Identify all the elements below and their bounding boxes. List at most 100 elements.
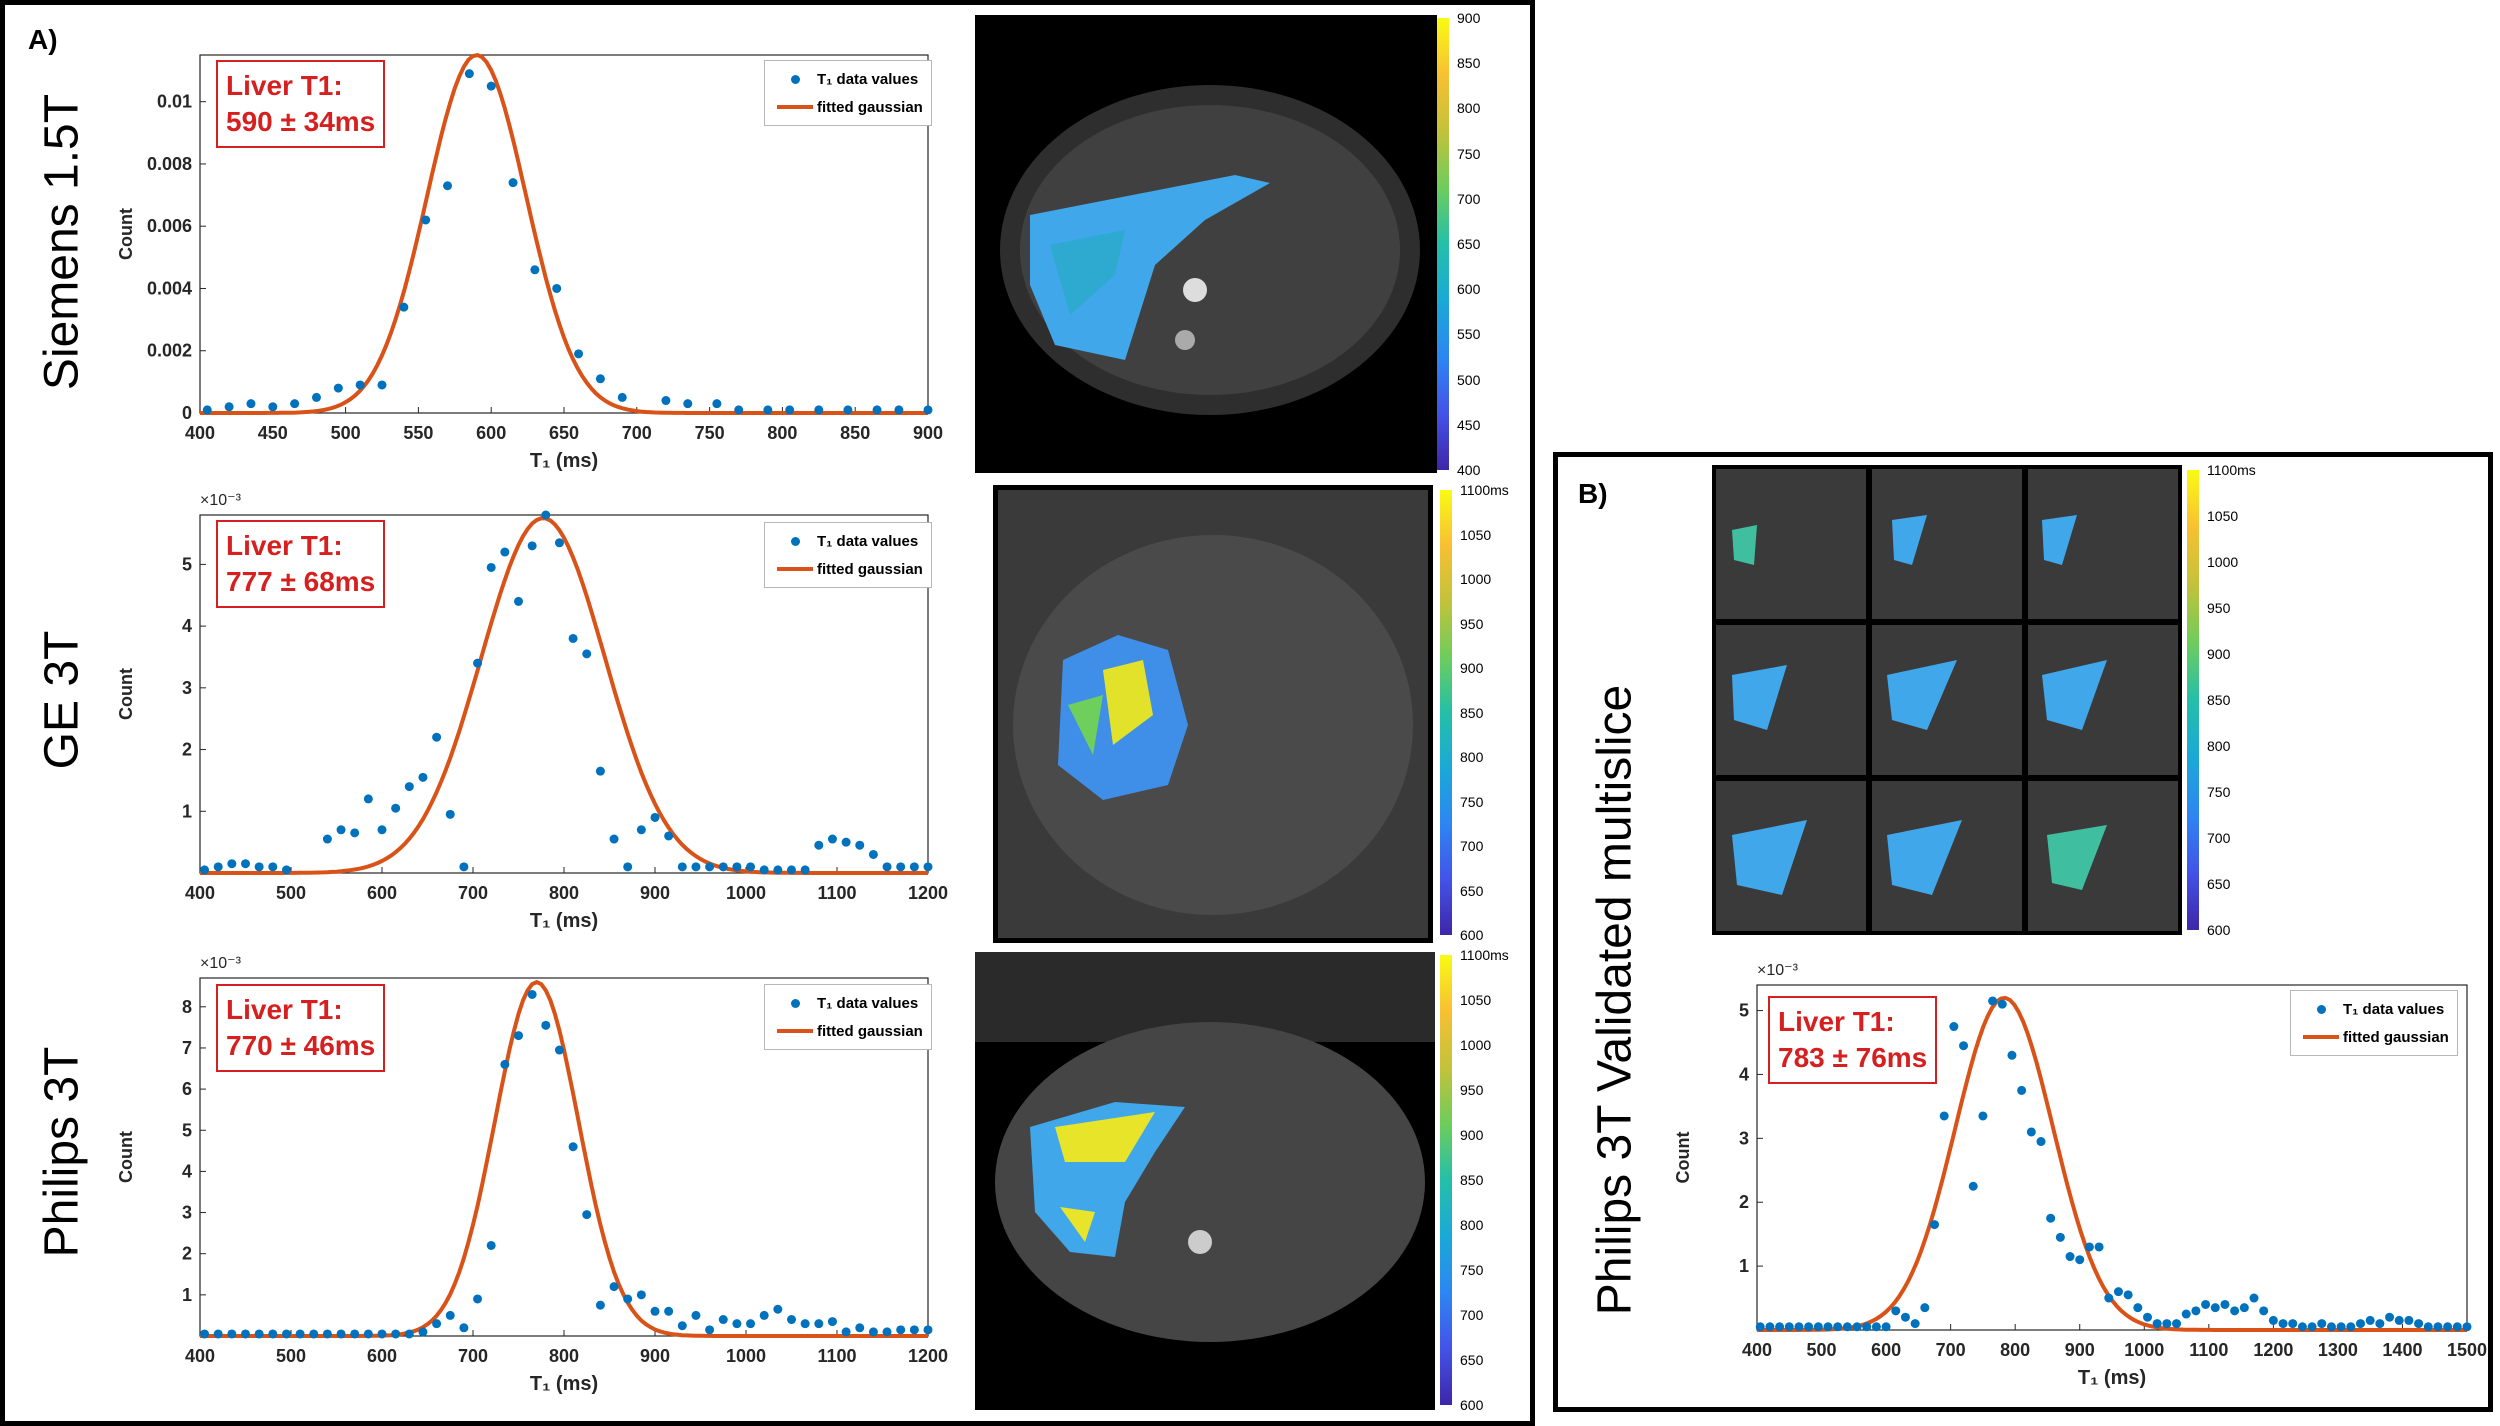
data-point — [763, 405, 773, 415]
data-point — [661, 396, 671, 406]
data-point — [1871, 1322, 1881, 1332]
data-point — [636, 1290, 646, 1300]
data-point — [2249, 1293, 2259, 1303]
x-tick-label: 650 — [549, 423, 579, 443]
data-point — [746, 862, 756, 872]
data-point — [202, 405, 212, 415]
data-point — [2356, 1319, 2365, 1329]
data-point — [377, 825, 387, 835]
mri-grid-multislice — [1712, 465, 2182, 935]
colorbar-tick-label: 900 — [1460, 660, 1484, 676]
y-tick-label: 0 — [182, 403, 192, 423]
legend-dot — [2316, 1004, 2326, 1014]
data-point — [2007, 1050, 2017, 1060]
colorbar-tick-label: 500 — [1457, 371, 1481, 388]
colorbar-tick-label: 1000 — [1460, 571, 1492, 587]
x-tick-label: 450 — [258, 423, 288, 443]
mri-image-siemens — [975, 15, 1437, 473]
data-point — [1765, 1322, 1775, 1332]
x-axis-label: T₁ (ms) — [530, 1373, 598, 1395]
data-point — [363, 1329, 373, 1339]
data-point — [691, 862, 701, 872]
y-exponent-label: ×10⁻³ — [200, 492, 242, 509]
data-point — [800, 1319, 810, 1329]
x-tick-label: 850 — [840, 423, 870, 443]
colorbar-tick-label: 950 — [2207, 600, 2231, 616]
data-point — [734, 405, 744, 415]
data-point — [872, 405, 882, 415]
colorbar-tick-label: 700 — [1460, 1307, 1484, 1323]
colorbar-gradient — [1440, 490, 1452, 935]
annotation-title: Liver T1: — [1778, 1006, 1895, 1037]
data-point — [773, 865, 783, 875]
data-point — [377, 380, 387, 390]
annotation-title: Liver T1: — [226, 994, 343, 1025]
data-point — [443, 181, 453, 191]
data-point — [677, 1321, 687, 1331]
data-point — [268, 402, 278, 412]
data-point — [896, 862, 906, 872]
x-tick-label: 800 — [767, 423, 797, 443]
legend-entry-data: T₁ data values — [817, 70, 919, 88]
mri-image-ge — [993, 485, 1433, 943]
data-point — [530, 265, 540, 275]
y-tick-label: 5 — [1739, 1001, 1749, 1021]
data-point — [336, 1329, 346, 1339]
colorbar-tick-label: 600 — [2207, 922, 2231, 938]
data-point — [224, 402, 234, 412]
data-point — [227, 859, 237, 869]
y-tick-label: 3 — [1739, 1128, 1749, 1148]
data-point — [290, 399, 300, 409]
data-point — [1862, 1322, 1872, 1332]
data-point — [882, 862, 892, 872]
data-point — [855, 1323, 865, 1333]
data-point — [486, 1240, 496, 1250]
colorbar-tick-label: 800 — [1457, 100, 1481, 117]
data-point — [432, 732, 442, 742]
data-point — [691, 1310, 701, 1320]
panel-b-frame — [1553, 452, 2493, 1412]
y-tick-label: 3 — [182, 1203, 192, 1223]
x-tick-label: 600 — [367, 1346, 397, 1366]
colorbar-tick-label: 950 — [1460, 1082, 1484, 1098]
data-point — [2394, 1315, 2404, 1325]
data-point — [1842, 1322, 1852, 1332]
data-point — [421, 215, 431, 225]
data-point — [746, 1319, 756, 1329]
data-point — [841, 1327, 851, 1337]
data-point — [705, 1325, 715, 1335]
data-point — [2133, 1303, 2143, 1313]
colorbar-tick-label: 700 — [2207, 830, 2231, 846]
legend-line — [2303, 1035, 2339, 1039]
data-point — [1920, 1303, 1930, 1313]
x-tick-label: 1000 — [726, 1346, 766, 1366]
x-tick-label: 1400 — [2382, 1340, 2422, 1360]
data-point — [241, 1329, 250, 1339]
data-point — [2113, 1287, 2123, 1297]
data-point — [213, 1329, 223, 1339]
data-point — [896, 1325, 906, 1335]
data-point — [514, 596, 523, 606]
colorbar-tick-label: 600 — [1460, 1397, 1484, 1413]
mri-philips-drawing — [975, 952, 1435, 1342]
colorbar-tick-label: 900 — [2207, 646, 2231, 662]
data-point — [399, 302, 409, 312]
data-point — [2326, 1322, 2336, 1332]
data-point — [664, 1306, 674, 1316]
data-point — [617, 392, 627, 402]
data-point — [254, 862, 264, 872]
colorbar-tick-label: 1100ms — [2207, 462, 2256, 478]
data-point — [843, 405, 853, 415]
x-tick-label: 1300 — [2318, 1340, 2358, 1360]
data-point — [1891, 1306, 1901, 1316]
x-tick-label: 900 — [2065, 1340, 2095, 1360]
data-point — [473, 1294, 483, 1304]
data-point — [2346, 1322, 2356, 1332]
x-tick-label: 500 — [276, 1346, 306, 1366]
data-point — [322, 1329, 332, 1339]
x-tick-label: 700 — [458, 1346, 488, 1366]
annotation-philips: Liver T1: 770 ± 46ms — [216, 984, 386, 1072]
data-point — [773, 1304, 783, 1314]
colorbar-tick-label: 850 — [1457, 55, 1481, 72]
data-point — [281, 865, 291, 875]
